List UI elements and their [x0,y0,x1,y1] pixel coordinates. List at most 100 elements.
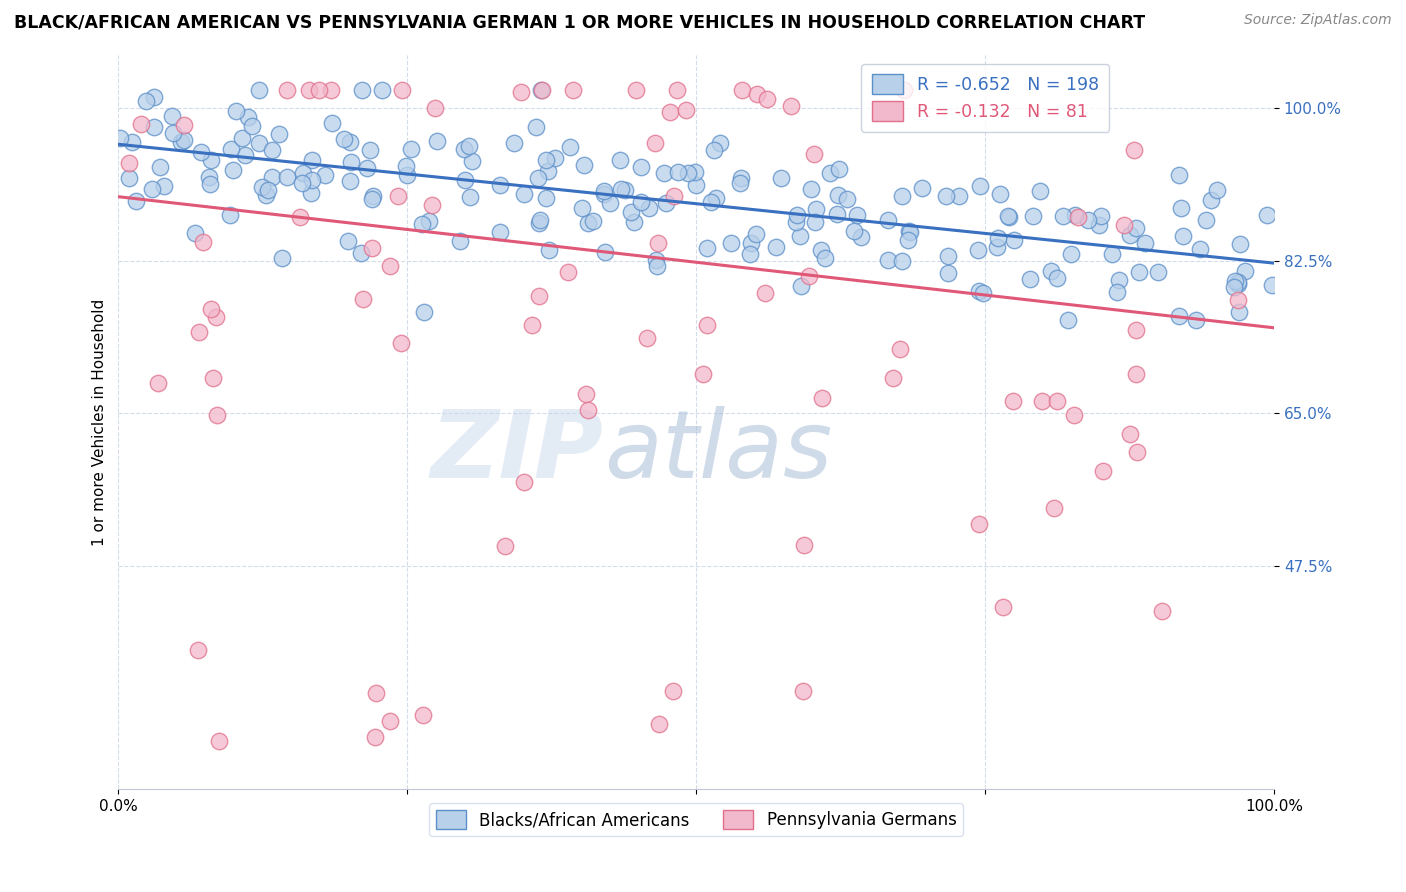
Point [233,148,256,162]
Point [740,235,762,250]
Point [1227,305,1250,319]
Point [536,163,558,178]
Point [645,259,668,273]
Point [972,286,994,301]
Point [366,686,388,700]
Point [911,181,934,195]
Point [889,343,911,357]
Point [696,241,718,255]
Point [527,289,550,303]
Point [488,226,510,240]
Point [361,192,384,206]
Point [745,87,768,102]
Point [898,225,921,239]
Point [599,195,621,210]
Point [198,170,221,185]
Point [301,153,323,167]
Point [225,104,247,119]
Point [1227,277,1250,291]
Point [770,170,793,185]
Point [730,171,752,186]
Point [835,192,858,206]
Point [412,708,434,723]
Point [897,233,920,247]
Point [198,177,221,191]
Point [301,173,323,187]
Point [1195,212,1218,227]
Point [420,197,443,211]
Point [396,168,419,182]
Point [636,331,658,345]
Point [692,368,714,382]
Point [534,191,557,205]
Point [969,178,991,193]
Point [891,254,914,268]
Point [222,163,245,178]
Point [188,326,211,340]
Point [658,105,681,120]
Point [208,734,231,748]
Point [804,202,827,216]
Point [389,336,412,351]
Point [1119,427,1142,442]
Point [675,103,697,117]
Point [250,180,273,194]
Point [291,166,314,180]
Point [454,173,477,187]
Point [846,208,869,222]
Point [527,170,550,185]
Point [561,83,583,97]
Point [1064,208,1087,222]
Point [190,145,212,160]
Point [361,241,384,255]
Point [576,402,599,417]
Text: BLACK/AFRICAN AMERICAN VS PENNSYLVANIA GERMAN 1 OR MORE VEHICLES IN HOUSEHOLD CO: BLACK/AFRICAN AMERICAN VS PENNSYLVANIA G… [14,13,1144,31]
Point [359,144,381,158]
Point [810,243,832,257]
Point [720,236,742,251]
Point [592,186,614,201]
Point [1046,393,1069,408]
Point [799,268,821,283]
Point [1126,445,1149,459]
Text: ZIP: ZIP [430,406,603,498]
Point [1125,323,1147,337]
Point [488,178,510,192]
Point [986,240,1008,254]
Point [356,161,378,175]
Point [333,132,356,146]
Point [876,213,898,227]
Point [661,684,683,698]
Point [665,83,688,97]
Point [240,120,263,134]
Point [1167,309,1189,323]
Point [276,170,298,185]
Point [412,305,434,319]
Point [1092,464,1115,478]
Point [207,408,229,422]
Point [200,301,222,316]
Point [141,181,163,195]
Point [765,240,787,254]
Point [728,176,751,190]
Point [987,231,1010,245]
Point [936,249,959,263]
Point [1002,233,1025,247]
Point [991,600,1014,615]
Point [803,146,825,161]
Point [814,252,837,266]
Point [1057,313,1080,327]
Point [291,176,314,190]
Point [458,190,481,204]
Point [260,169,283,184]
Point [1112,218,1135,232]
Point [1229,237,1251,252]
Point [666,164,689,178]
Point [882,371,904,385]
Point [544,151,567,165]
Point [339,136,361,150]
Point [828,162,851,177]
Point [1125,367,1147,381]
Point [350,246,373,260]
Point [269,127,291,141]
